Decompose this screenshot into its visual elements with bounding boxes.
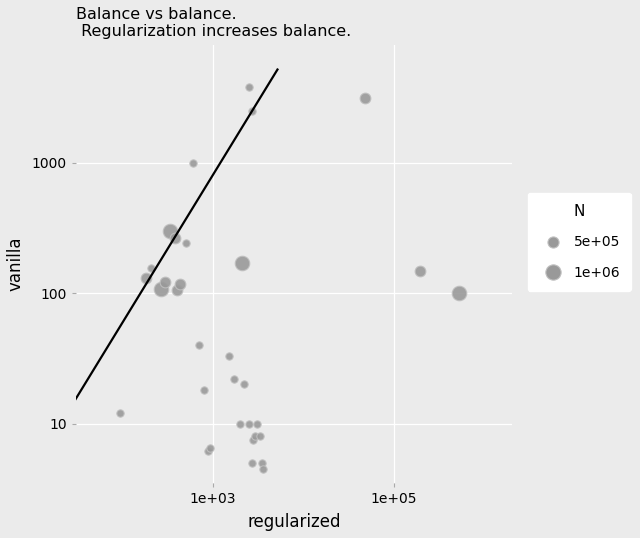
Point — [244, 82, 254, 91]
Point — [146, 264, 156, 273]
Point — [170, 233, 180, 242]
Point — [250, 432, 260, 441]
Point — [228, 374, 239, 383]
Point — [200, 386, 210, 394]
Point — [175, 279, 185, 288]
Point — [204, 444, 214, 452]
Point — [181, 239, 191, 247]
Point — [415, 266, 426, 275]
Point — [165, 226, 175, 235]
Point — [235, 419, 245, 428]
Point — [454, 289, 464, 298]
Point — [248, 436, 259, 444]
Point — [244, 419, 254, 428]
Point — [360, 94, 371, 103]
X-axis label: regularized: regularized — [247, 513, 340, 531]
Point — [172, 286, 182, 295]
Point — [160, 278, 170, 286]
Point — [247, 107, 257, 115]
Point — [257, 458, 268, 467]
Point — [255, 432, 265, 441]
Point — [247, 458, 257, 467]
Point — [239, 380, 249, 388]
Point — [252, 419, 262, 428]
Point — [258, 464, 268, 473]
Y-axis label: vanilla: vanilla — [7, 237, 25, 291]
Point — [156, 285, 166, 293]
Text: Balance vs balance.
 Regularization increases balance.: Balance vs balance. Regularization incre… — [76, 7, 351, 39]
Point — [223, 352, 234, 360]
Legend: 5e+05, 1e+06: 5e+05, 1e+06 — [527, 193, 631, 291]
Point — [141, 274, 152, 282]
Point — [237, 259, 247, 267]
Point — [203, 447, 213, 455]
Point — [115, 409, 125, 417]
Point — [188, 158, 198, 167]
Point — [194, 341, 204, 349]
